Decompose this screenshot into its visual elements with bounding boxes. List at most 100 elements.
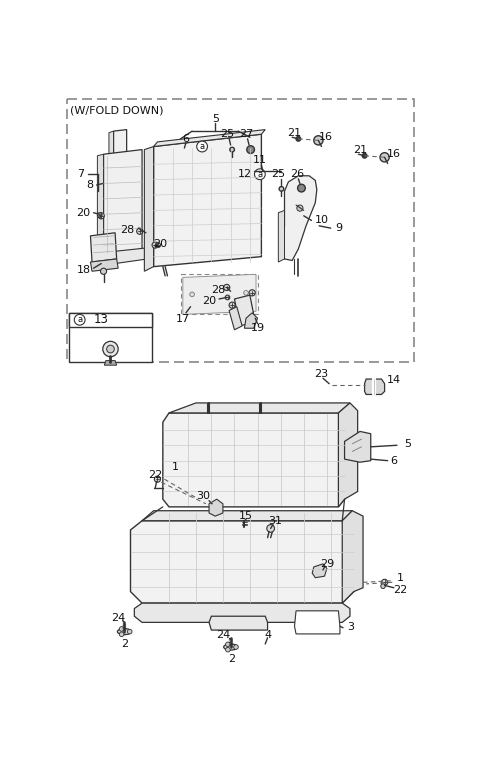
- Polygon shape: [229, 307, 242, 329]
- Polygon shape: [134, 603, 350, 622]
- Circle shape: [137, 228, 143, 235]
- Text: 1: 1: [172, 461, 179, 472]
- Circle shape: [152, 242, 158, 248]
- Circle shape: [98, 213, 104, 219]
- Text: (W/FOLD DOWN): (W/FOLD DOWN): [70, 106, 163, 115]
- Text: 29: 29: [321, 559, 335, 568]
- Text: 13: 13: [94, 313, 108, 326]
- Text: 14: 14: [387, 375, 401, 385]
- Circle shape: [244, 291, 248, 295]
- Polygon shape: [338, 403, 358, 507]
- Text: 6: 6: [182, 134, 190, 143]
- Circle shape: [254, 168, 265, 180]
- Circle shape: [296, 137, 300, 141]
- Polygon shape: [154, 130, 265, 146]
- Ellipse shape: [224, 644, 238, 650]
- Text: 23: 23: [314, 370, 328, 380]
- Circle shape: [229, 302, 235, 308]
- Polygon shape: [244, 313, 258, 328]
- Text: a: a: [257, 170, 263, 178]
- Text: 18: 18: [77, 265, 91, 275]
- Polygon shape: [109, 131, 114, 156]
- Text: 22: 22: [148, 470, 162, 480]
- Circle shape: [380, 153, 389, 162]
- Circle shape: [226, 642, 230, 647]
- Ellipse shape: [118, 628, 131, 635]
- Polygon shape: [234, 295, 255, 326]
- Text: a: a: [200, 142, 204, 151]
- Circle shape: [156, 243, 160, 247]
- Polygon shape: [90, 259, 118, 271]
- Circle shape: [381, 584, 385, 588]
- Circle shape: [74, 314, 85, 325]
- Text: 9: 9: [335, 223, 342, 233]
- Circle shape: [225, 295, 230, 300]
- Text: 24: 24: [216, 630, 230, 640]
- Circle shape: [279, 187, 284, 191]
- Bar: [69, 313, 152, 326]
- Polygon shape: [183, 274, 256, 314]
- Text: 16: 16: [319, 132, 333, 142]
- Circle shape: [249, 290, 255, 296]
- Text: 3: 3: [347, 622, 354, 632]
- Text: 2: 2: [121, 639, 128, 649]
- Polygon shape: [97, 154, 104, 260]
- Text: 25: 25: [271, 169, 286, 179]
- Polygon shape: [169, 403, 350, 413]
- Text: 5: 5: [212, 114, 219, 124]
- Polygon shape: [278, 210, 285, 262]
- Text: 20: 20: [202, 295, 216, 306]
- Polygon shape: [154, 134, 262, 266]
- Text: 6: 6: [390, 455, 397, 466]
- Text: 11: 11: [253, 156, 267, 165]
- Circle shape: [107, 345, 114, 353]
- Polygon shape: [90, 233, 117, 262]
- Polygon shape: [345, 431, 371, 462]
- Circle shape: [120, 632, 124, 637]
- Polygon shape: [101, 248, 147, 265]
- Polygon shape: [144, 146, 154, 271]
- Text: 26: 26: [290, 169, 304, 179]
- Text: 25: 25: [220, 129, 235, 139]
- Polygon shape: [295, 611, 340, 634]
- Text: 16: 16: [387, 150, 401, 159]
- Text: 20: 20: [153, 238, 167, 248]
- Circle shape: [97, 213, 102, 217]
- Text: 22: 22: [393, 585, 407, 595]
- Text: 19: 19: [251, 323, 264, 333]
- Text: 21: 21: [287, 128, 301, 137]
- Text: 28: 28: [120, 225, 134, 235]
- Circle shape: [197, 141, 207, 152]
- Text: 31: 31: [268, 515, 282, 526]
- Text: 10: 10: [314, 216, 328, 225]
- Text: 27: 27: [239, 129, 253, 139]
- Circle shape: [297, 205, 303, 211]
- Text: 24: 24: [111, 613, 125, 623]
- Text: 2: 2: [228, 654, 236, 664]
- Circle shape: [298, 184, 305, 192]
- Text: 20: 20: [76, 208, 90, 218]
- Text: 28: 28: [211, 285, 226, 294]
- Circle shape: [103, 342, 118, 357]
- Text: 7: 7: [77, 169, 84, 179]
- Polygon shape: [104, 150, 142, 254]
- Polygon shape: [342, 511, 363, 603]
- Text: 21: 21: [353, 145, 367, 155]
- Circle shape: [226, 647, 230, 652]
- Circle shape: [247, 146, 254, 153]
- Polygon shape: [283, 176, 317, 260]
- Bar: [67, 99, 414, 362]
- Circle shape: [314, 136, 323, 145]
- Text: a: a: [77, 315, 82, 324]
- Polygon shape: [163, 413, 345, 507]
- Text: 8: 8: [86, 180, 93, 190]
- Circle shape: [382, 579, 388, 585]
- Text: 15: 15: [239, 511, 253, 521]
- Bar: [180, 274, 258, 314]
- Polygon shape: [104, 361, 117, 365]
- Text: 12: 12: [238, 169, 252, 179]
- Text: 30: 30: [197, 491, 211, 501]
- Circle shape: [230, 147, 234, 152]
- Polygon shape: [209, 499, 223, 516]
- Circle shape: [224, 285, 230, 291]
